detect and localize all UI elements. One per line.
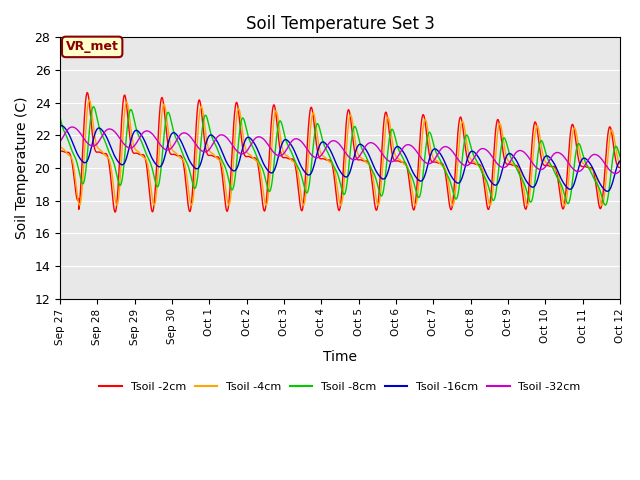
Line: Tsoil -2cm: Tsoil -2cm	[60, 93, 620, 212]
Tsoil -32cm	[612, 170, 620, 176]
Tsoil -32cm	[605, 167, 613, 172]
Tsoil -4cm	[545, 161, 553, 167]
Tsoil -2cm	[111, 209, 119, 215]
Tsoil -2cm	[120, 92, 128, 98]
Tsoil -32cm	[68, 124, 76, 130]
Tsoil -2cm	[271, 106, 279, 112]
Title: Soil Temperature Set 3: Soil Temperature Set 3	[246, 15, 435, 33]
Tsoil -32cm	[616, 168, 624, 174]
Tsoil -4cm	[56, 143, 64, 149]
Tsoil -2cm	[296, 197, 303, 203]
Tsoil -32cm	[56, 138, 64, 144]
Tsoil -32cm	[545, 158, 553, 164]
Line: Tsoil -8cm: Tsoil -8cm	[60, 107, 620, 205]
Tsoil -8cm	[605, 184, 613, 190]
Tsoil -8cm	[271, 150, 279, 156]
Tsoil -32cm	[271, 151, 279, 156]
Tsoil -2cm	[56, 148, 64, 154]
Tsoil -4cm	[154, 178, 161, 184]
Tsoil -8cm	[154, 184, 161, 190]
Tsoil -16cm	[545, 154, 553, 160]
Tsoil -2cm	[605, 124, 613, 130]
Tsoil -16cm	[616, 158, 624, 164]
Line: Tsoil -4cm: Tsoil -4cm	[60, 100, 620, 205]
Line: Tsoil -16cm: Tsoil -16cm	[60, 126, 620, 192]
Tsoil -4cm	[616, 161, 624, 167]
Tsoil -8cm	[602, 202, 609, 208]
Tsoil -4cm	[296, 179, 303, 185]
Tsoil -4cm	[120, 113, 128, 119]
X-axis label: Time: Time	[323, 350, 357, 364]
Tsoil -16cm	[605, 187, 613, 193]
Tsoil -2cm	[83, 90, 91, 96]
Tsoil -16cm	[296, 159, 303, 165]
Tsoil -8cm	[90, 104, 97, 109]
Tsoil -8cm	[56, 115, 64, 120]
Tsoil -4cm	[271, 109, 279, 115]
Legend: Tsoil -2cm, Tsoil -4cm, Tsoil -8cm, Tsoil -16cm, Tsoil -32cm: Tsoil -2cm, Tsoil -4cm, Tsoil -8cm, Tsoi…	[95, 377, 585, 396]
Tsoil -16cm	[120, 160, 128, 166]
Tsoil -8cm	[616, 154, 624, 159]
Tsoil -2cm	[545, 163, 553, 169]
Tsoil -4cm	[598, 203, 606, 208]
Tsoil -4cm	[605, 138, 613, 144]
Line: Tsoil -32cm: Tsoil -32cm	[60, 127, 620, 173]
Tsoil -2cm	[616, 165, 624, 170]
Text: VR_met: VR_met	[66, 40, 118, 53]
Y-axis label: Soil Temperature (C): Soil Temperature (C)	[15, 97, 29, 239]
Tsoil -16cm	[56, 123, 64, 129]
Tsoil -4cm	[85, 97, 93, 103]
Tsoil -8cm	[545, 158, 553, 164]
Tsoil -8cm	[120, 159, 128, 165]
Tsoil -8cm	[296, 167, 303, 173]
Tsoil -32cm	[154, 138, 161, 144]
Tsoil -32cm	[296, 137, 303, 143]
Tsoil -16cm	[271, 166, 279, 171]
Tsoil -32cm	[120, 142, 128, 147]
Tsoil -16cm	[154, 163, 161, 168]
Tsoil -2cm	[154, 144, 161, 149]
Tsoil -16cm	[604, 189, 611, 194]
Tsoil -16cm	[58, 123, 65, 129]
